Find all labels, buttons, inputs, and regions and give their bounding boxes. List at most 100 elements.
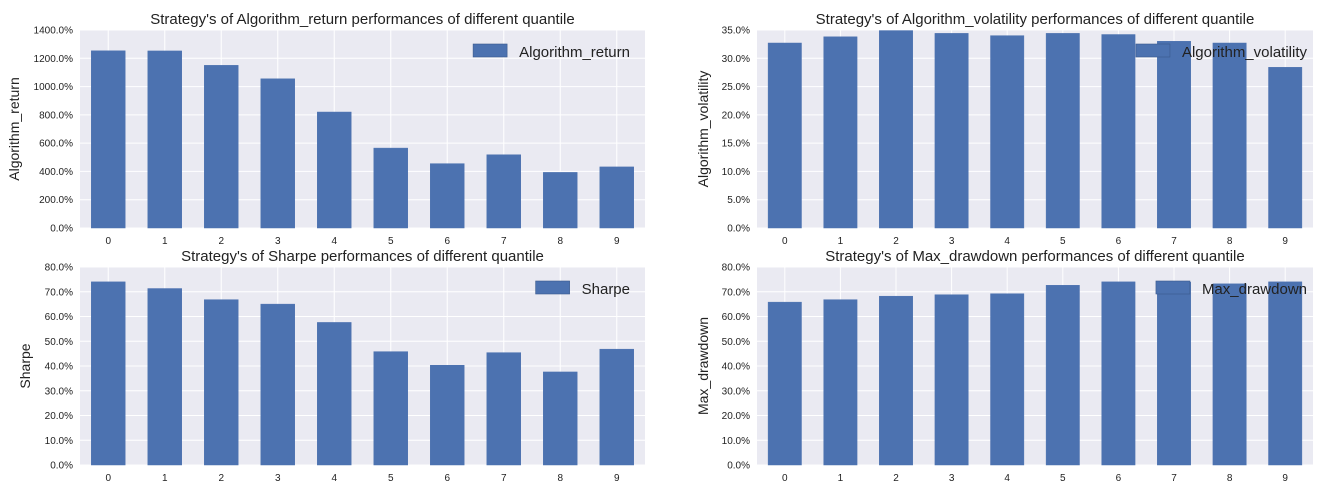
legend: Max_drawdown <box>1155 280 1307 298</box>
x-tick-label: 5 <box>388 236 394 247</box>
x-tick-label: 5 <box>388 473 394 484</box>
y-tick-label: 30.0% <box>722 54 750 65</box>
x-tick-label: 0 <box>782 473 788 484</box>
y-axis-label: Algorithm_return <box>6 77 22 181</box>
x-tick-label: 1 <box>162 473 168 484</box>
y-tick-label: 10.0% <box>722 436 750 447</box>
y-axis-label: Algorithm_volatility <box>695 71 711 188</box>
legend-label: Max_drawdown <box>1202 281 1307 298</box>
legend-label: Sharpe <box>582 281 630 298</box>
y-axis-label: Sharpe <box>17 343 33 388</box>
y-tick-label: 1400.0% <box>34 26 74 37</box>
x-tick-label: 8 <box>557 236 563 247</box>
chart-algorithm-volatility: 0.0% 5.0% 10.0% 15.0% 20.0% 25.0% 30.0% 35.0% 0 1… <box>695 11 1313 247</box>
y-tick-label: 20.0% <box>722 110 750 121</box>
y-tick-label: 30.0% <box>722 386 750 397</box>
bar <box>486 352 521 466</box>
x-tick-label: 9 <box>1282 473 1288 484</box>
bar <box>934 33 969 229</box>
chart-max-drawdown: 0.0% 10.0% 20.0% 30.0% 40.0% 50.0% 60.0% 70.0% 8… <box>695 248 1313 484</box>
bar <box>879 295 913 466</box>
legend-swatch <box>472 43 508 58</box>
y-tick-label: 800.0% <box>39 110 73 121</box>
bar <box>1212 283 1247 466</box>
bar <box>147 288 182 466</box>
bar <box>1101 34 1136 229</box>
y-tick-label: 60.0% <box>722 312 750 323</box>
x-tick-label: 0 <box>105 236 111 247</box>
x-tick-label: 8 <box>1227 473 1233 484</box>
x-tick-label: 3 <box>275 473 281 484</box>
legend-swatch <box>535 280 570 295</box>
bar <box>767 42 802 229</box>
bar <box>430 365 465 466</box>
x-tick-label: 6 <box>444 473 450 484</box>
bar <box>990 293 1025 466</box>
x-tick-label: 3 <box>949 473 955 484</box>
bar <box>1268 281 1303 466</box>
x-tick-label: 7 <box>1171 473 1177 484</box>
bar <box>823 36 858 229</box>
legend-swatch <box>1155 280 1191 295</box>
bar <box>260 78 295 229</box>
x-tick-label: 2 <box>893 473 899 484</box>
bar <box>260 303 295 466</box>
x-tick-label: 0 <box>782 236 788 247</box>
chart-title: Strategy's of Max_drawdown performances … <box>825 248 1244 265</box>
x-tick-label: 8 <box>1227 236 1233 247</box>
y-tick-label: 1000.0% <box>34 82 74 93</box>
y-tick-label: 35.0% <box>722 26 750 37</box>
y-tick-label: 0.0% <box>727 224 750 235</box>
bar <box>543 172 578 229</box>
bar <box>373 351 408 466</box>
x-tick-label: 8 <box>557 473 563 484</box>
y-tick-label: 10.0% <box>722 167 750 178</box>
y-tick-label: 25.0% <box>722 82 750 93</box>
bar <box>767 301 802 466</box>
x-tick-label: 7 <box>501 236 507 247</box>
x-tick-label: 9 <box>1282 236 1288 247</box>
x-tick-label: 6 <box>1116 473 1122 484</box>
x-tick-label: 9 <box>614 473 620 484</box>
y-tick-label: 40.0% <box>722 362 750 373</box>
y-tick-label: 200.0% <box>39 195 73 206</box>
bar <box>373 147 408 229</box>
legend: Algorithm_volatility <box>1135 43 1308 61</box>
bar <box>1157 41 1191 229</box>
x-tick-label: 3 <box>949 236 955 247</box>
bar <box>317 322 352 466</box>
y-tick-label: 80.0% <box>722 263 750 274</box>
y-tick-label: 600.0% <box>39 139 73 150</box>
legend: Sharpe <box>535 280 630 298</box>
bar <box>599 166 634 229</box>
x-tick-label: 2 <box>218 236 224 247</box>
y-axis-label: Max_drawdown <box>695 317 711 415</box>
x-tick-label: 6 <box>444 236 450 247</box>
y-tick-label: 15.0% <box>722 139 750 150</box>
bar <box>91 50 126 229</box>
bar <box>1045 33 1080 229</box>
bar <box>934 294 969 466</box>
bar <box>823 299 858 466</box>
legend-label: Algorithm_volatility <box>1182 44 1308 61</box>
x-tick-label: 3 <box>275 236 281 247</box>
bar <box>91 281 126 466</box>
y-tick-label: 60.0% <box>45 312 73 323</box>
x-tick-label: 4 <box>1004 236 1010 247</box>
x-tick-label: 9 <box>614 236 620 247</box>
y-tick-label: 400.0% <box>39 167 73 178</box>
x-tick-label: 5 <box>1060 473 1066 484</box>
bar <box>1045 285 1080 466</box>
bar <box>204 65 239 229</box>
x-tick-label: 0 <box>105 473 111 484</box>
x-tick-label: 7 <box>1171 236 1177 247</box>
x-tick-label: 7 <box>501 473 507 484</box>
x-tick-label: 6 <box>1116 236 1122 247</box>
y-tick-label: 80.0% <box>45 263 73 274</box>
bar <box>317 111 352 229</box>
bar <box>1101 281 1136 466</box>
x-tick-label: 1 <box>838 236 844 247</box>
x-tick-label: 1 <box>162 236 168 247</box>
